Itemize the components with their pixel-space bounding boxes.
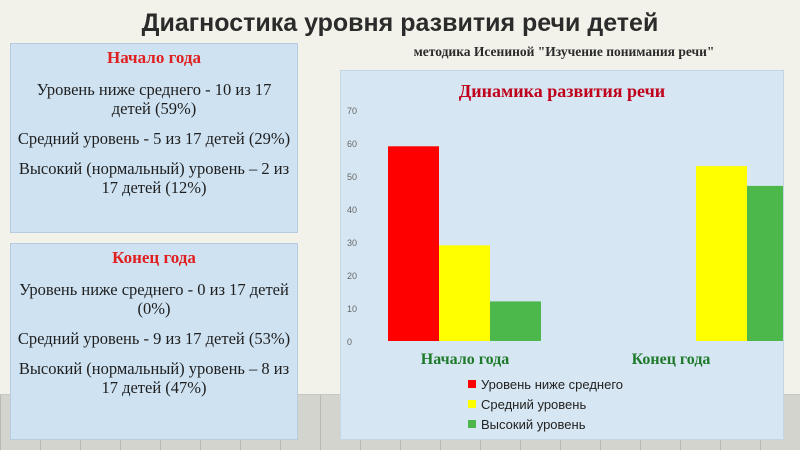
- chart-area: Динамика развития речи 0 10 20 30 40 50 60 70 Н…: [340, 70, 798, 440]
- legend-item: Уровень ниже среднего: [468, 374, 623, 394]
- chart-legend: Уровень ниже среднего Средний уровень Высо…: [468, 374, 623, 434]
- method-subtitle: методика Исениной "Изучение понимания ре…: [413, 44, 715, 59]
- end-item-average: Средний уровень - 9 из 17 детей (53%): [17, 329, 291, 348]
- x-category-label: Начало года: [421, 351, 509, 368]
- end-item-high: Высокий (нормальный) уровень – 8 из 17 д…: [18, 359, 290, 397]
- end-heading: Конец года: [112, 248, 196, 267]
- bar-0-1: [439, 245, 490, 341]
- y-tick-label: 70: [347, 106, 357, 116]
- start-item-below-average: Уровень ниже среднего - 10 из 17 детей (…: [36, 80, 272, 118]
- y-tick-label: 40: [347, 205, 357, 215]
- start-item-average: Средний уровень - 5 из 17 детей (29%): [17, 129, 291, 148]
- bar-0-0: [388, 146, 439, 341]
- legend-swatch: [468, 420, 476, 428]
- y-tick-label: 60: [347, 139, 357, 149]
- start-heading: Начало года: [107, 48, 201, 67]
- y-tick-label: 10: [347, 304, 357, 314]
- start-of-year-panel: Начало года Уровень ниже среднего - 10 и…: [10, 43, 298, 233]
- bar-0-2: [490, 301, 541, 341]
- legend-label: Высокий уровень: [481, 416, 586, 432]
- y-tick-label: 30: [347, 238, 357, 248]
- legend-item: Средний уровень: [468, 394, 623, 414]
- legend-item: Высокий уровень: [468, 414, 623, 434]
- chart-title: Динамика развития речи: [459, 81, 665, 101]
- end-item-below-average: Уровень ниже среднего - 0 из 17 детей (0…: [19, 280, 289, 318]
- x-category-label: Конец года: [632, 351, 711, 368]
- slide-title: Диагностика уровня развития речи детей: [141, 9, 659, 37]
- bar-1-1: [696, 166, 747, 341]
- end-of-year-panel: Конец года Уровень ниже среднего - 0 из …: [10, 243, 298, 440]
- legend-label: Средний уровень: [481, 396, 587, 412]
- y-tick-label: 20: [347, 271, 357, 281]
- y-tick-label: 50: [347, 172, 357, 182]
- bar-1-2: [747, 185, 798, 341]
- legend-swatch: [468, 400, 476, 408]
- legend-label: Уровень ниже среднего: [481, 376, 624, 392]
- y-tick-label: 0: [347, 337, 352, 347]
- start-item-high: Высокий (нормальный) уровень – 2 из 17 д…: [18, 159, 290, 197]
- legend-swatch: [468, 380, 476, 388]
